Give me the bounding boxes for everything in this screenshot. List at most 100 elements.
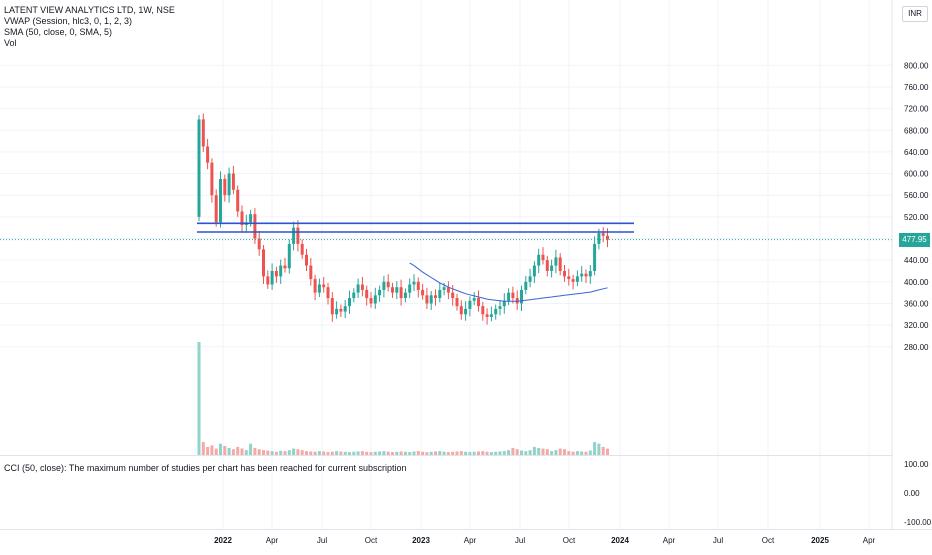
- candle-body: [554, 257, 558, 266]
- volume-bar: [201, 442, 205, 455]
- candle-body: [206, 146, 210, 163]
- candle-body: [425, 295, 429, 304]
- candle-body: [378, 289, 382, 296]
- price-tick-label: 680.00: [904, 126, 929, 135]
- price-tick-label: 520.00: [904, 213, 929, 222]
- candle-body: [292, 227, 296, 244]
- volume-bar: [335, 451, 339, 455]
- candle-body: [429, 295, 433, 304]
- legend-vol[interactable]: Vol: [4, 38, 17, 48]
- time-tick-label: 2023: [412, 536, 430, 545]
- cci-tick-label: 100.00: [904, 460, 929, 469]
- volume-bar: [502, 451, 506, 455]
- candle-body: [416, 281, 420, 290]
- candle-body: [403, 292, 407, 299]
- candle-body: [408, 284, 412, 293]
- volume-bar: [236, 446, 240, 455]
- candle-body: [593, 243, 597, 271]
- volume-bar: [425, 452, 429, 455]
- cci-tick-label: -100.00: [904, 518, 932, 527]
- candle-body: [528, 276, 532, 282]
- candle-body: [274, 270, 278, 277]
- time-tick-label: Jul: [515, 536, 525, 545]
- volume-bar: [541, 448, 545, 455]
- volume-bar: [210, 445, 214, 455]
- volume-bar: [575, 451, 579, 455]
- horizontal-lines[interactable]: [197, 222, 634, 233]
- time-tick-label: Apr: [663, 536, 676, 545]
- candle-body: [481, 306, 485, 315]
- candle-body: [266, 276, 270, 285]
- candle-body: [477, 298, 480, 307]
- time-tick-label: Oct: [563, 536, 576, 545]
- volume-bar: [442, 451, 446, 455]
- volume-bar: [249, 443, 253, 455]
- legend-title[interactable]: LATENT VIEW ANALYTICS LTD, 1W, NSE: [4, 5, 175, 15]
- candle-body: [240, 211, 244, 225]
- candle-body: [421, 289, 425, 296]
- price-tick-label: 560.00: [904, 191, 929, 200]
- volume-bar: [330, 451, 334, 455]
- volume-bar: [219, 443, 222, 455]
- candle-body: [459, 306, 463, 315]
- volume-bar: [262, 450, 265, 455]
- candle-body: [227, 173, 231, 196]
- volume-bar: [580, 451, 584, 455]
- candle-body: [249, 214, 253, 223]
- volume-bar: [455, 451, 459, 455]
- volume-bar: [446, 452, 450, 455]
- volume-bar: [270, 451, 274, 455]
- volume-bar: [584, 451, 588, 455]
- candle-body: [567, 276, 571, 280]
- candle-body: [507, 292, 511, 301]
- volume-bar: [412, 451, 416, 455]
- volume-bar: [511, 447, 515, 455]
- legend-sma[interactable]: SMA (50, close, 0, SMA, 5): [4, 27, 113, 37]
- volume-bar: [395, 451, 399, 455]
- time-tick-label: Oct: [365, 536, 378, 545]
- candle-body: [279, 265, 283, 277]
- candle-body: [502, 300, 506, 307]
- grid: [0, 0, 892, 529]
- legend-vwap[interactable]: VWAP (Session, hlc3, 0, 1, 2, 3): [4, 16, 133, 26]
- axes: [0, 0, 932, 530]
- price-tick-label: 640.00: [904, 148, 929, 157]
- volume-bar: [477, 451, 480, 455]
- volume-bar: [498, 451, 502, 455]
- volume-bar: [369, 452, 373, 455]
- volume-bar: [322, 451, 326, 455]
- candle-body: [335, 308, 339, 315]
- price-tick-label: 800.00: [904, 61, 929, 70]
- currency-button[interactable]: INR: [902, 6, 928, 22]
- candle-body: [270, 270, 274, 285]
- volume-bar: [317, 451, 321, 455]
- volume-bar: [352, 451, 356, 455]
- volume-bar: [287, 450, 291, 455]
- volume-bar: [554, 450, 558, 455]
- candle-body: [446, 287, 450, 293]
- candle-body: [597, 233, 601, 244]
- candle-body: [369, 298, 373, 304]
- time-tick-label: 2025: [811, 536, 829, 545]
- volume-bar: [244, 450, 248, 455]
- volume-bar: [223, 445, 227, 455]
- volume-bar: [382, 451, 386, 455]
- volume-bar: [507, 450, 511, 455]
- candle-body: [485, 314, 489, 317]
- candle-body: [455, 298, 459, 307]
- time-axis[interactable]: 2022 Apr Jul Oct 2023 Apr Jul Oct 2024 Apr Jul Oct 2…: [214, 536, 875, 545]
- chart-legend: LATENT VIEW ANALYTICS LTD, 1W, NSE VWAP …: [4, 5, 175, 49]
- candle-body: [601, 233, 605, 236]
- volume-bar: [399, 451, 403, 455]
- volume-bar: [528, 450, 532, 455]
- candle-body: [214, 195, 218, 223]
- candle-body: [391, 287, 394, 293]
- volume-bar: [601, 446, 605, 455]
- candle-body: [231, 173, 235, 190]
- price-tick-label: 320.00: [904, 321, 929, 330]
- candle-body: [584, 273, 588, 277]
- candle-body: [201, 119, 205, 147]
- price-tick-label: 280.00: [904, 343, 929, 352]
